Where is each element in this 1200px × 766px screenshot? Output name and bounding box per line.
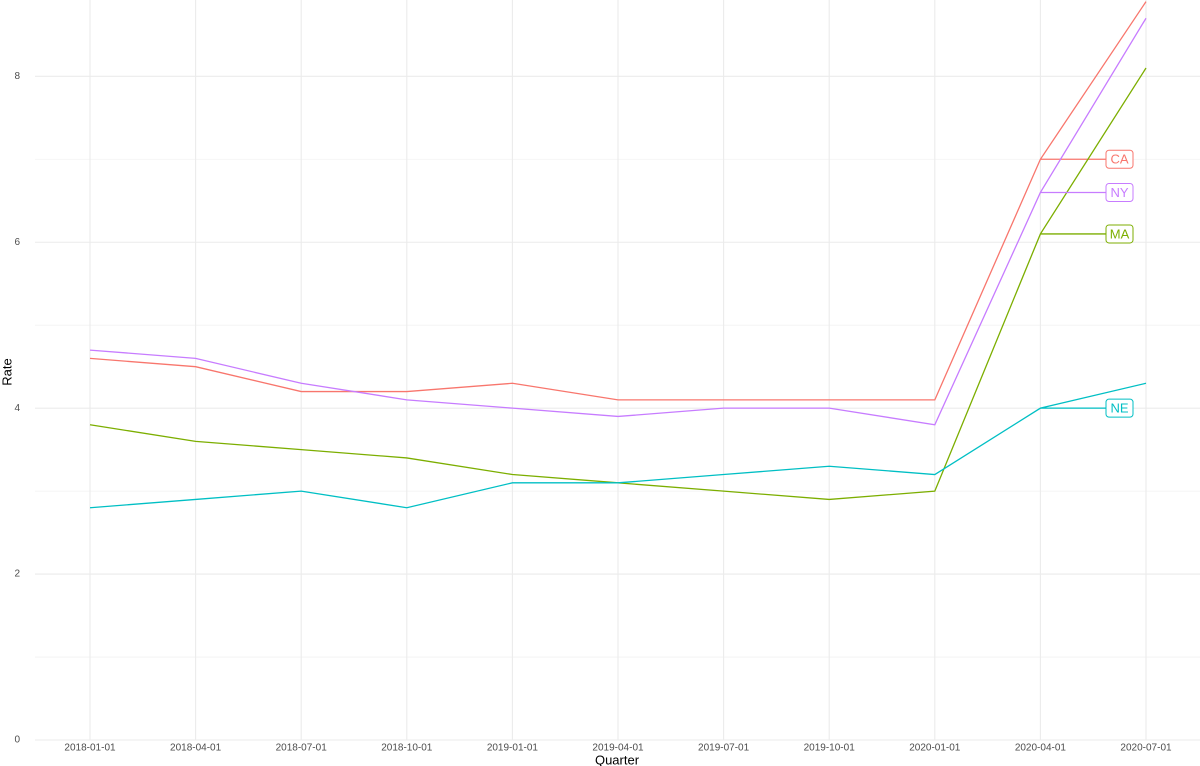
series-label: NY [1110,185,1128,200]
y-axis-title: Rate [0,358,14,385]
x-tick-label: 2018-07-01 [276,743,328,754]
grid [35,0,1200,741]
series-label: NE [1110,401,1128,416]
series-label: MA [1110,226,1130,241]
x-axis-title: Quarter [595,752,640,766]
x-tick-label: 2020-01-01 [909,743,961,754]
lines: CA MA NE NY [89,1,1147,509]
label-box [1105,224,1134,244]
x-tick-label: 2019-10-01 [804,743,856,754]
label-box [1105,182,1134,202]
label-box [1105,398,1134,418]
series-line [89,382,1147,509]
x-tick-label: 2018-01-01 [64,743,116,754]
y-tick-label: 2 [14,569,20,580]
y-tick-label: 8 [14,71,20,82]
series-line [89,1,1147,401]
x-tick-label: 2020-04-01 [1015,743,1067,754]
y-tick-label: 0 [14,735,20,746]
y-tick-label: 4 [14,403,20,414]
x-tick-label: 2018-04-01 [170,743,222,754]
x-tick-label: 2019-04-01 [592,743,644,754]
x-tick-label: 2019-07-01 [698,743,750,754]
x-tick-label: 2019-01-01 [487,743,539,754]
series-label: CA [1110,152,1128,167]
x-tick-label: 2018-10-01 [381,743,433,754]
series-line [89,17,1147,426]
y-tick-label: 6 [14,237,20,248]
x-tick-label: 2020-07-01 [1120,743,1172,754]
label-box [1105,149,1134,169]
